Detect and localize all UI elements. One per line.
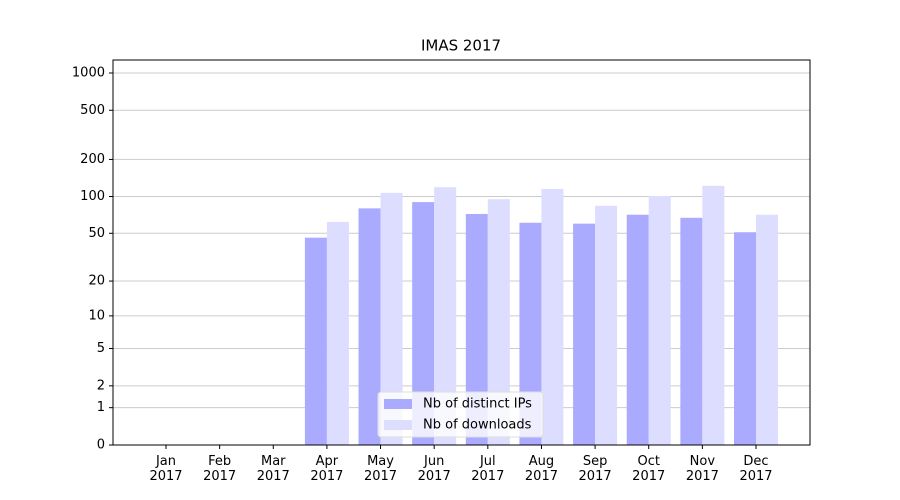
bar <box>541 189 564 445</box>
y-tick-label: 0 <box>97 438 105 453</box>
x-tick-label: Mar 2017 <box>256 454 290 484</box>
y-tick-label: 2 <box>97 378 105 393</box>
bar <box>380 192 403 445</box>
bar <box>680 217 703 445</box>
y-tick-label: 50 <box>88 226 105 241</box>
bar <box>412 202 435 445</box>
bar <box>358 208 381 445</box>
bar <box>702 185 725 445</box>
y-tick-label: 10 <box>88 308 105 323</box>
y-tick-label: 5 <box>97 341 105 356</box>
plot-frame <box>112 59 811 446</box>
legend-swatch <box>384 399 412 409</box>
y-tick-label: 200 <box>80 152 105 167</box>
bar <box>487 199 510 445</box>
bar <box>573 223 596 445</box>
x-tick-label: Aug 2017 <box>524 454 558 484</box>
x-tick-label: Sep 2017 <box>578 454 612 484</box>
y-tick-label: 20 <box>88 274 105 289</box>
x-tick-label: Nov 2017 <box>685 454 719 484</box>
bar <box>626 214 649 445</box>
bar <box>648 195 671 445</box>
x-tick-label: Apr 2017 <box>310 454 344 484</box>
x-tick-label: Jul 2017 <box>471 454 505 484</box>
legend-box <box>377 391 544 438</box>
bar <box>756 214 778 445</box>
x-tick-label: May 2017 <box>363 454 398 484</box>
legend: Nb of distinct IPs Nb of downloads <box>377 391 544 438</box>
legend-label: Nb of distinct IPs <box>423 397 532 412</box>
x-tick-label: Dec 2017 <box>739 454 773 484</box>
x-tick-label: Jan 2017 <box>149 454 183 484</box>
bar <box>434 187 457 445</box>
y-tick-label: 500 <box>80 103 105 118</box>
bar <box>326 221 349 445</box>
x-tick-label: Feb 2017 <box>203 454 237 484</box>
x-tick-label: Jun 2017 <box>417 454 451 484</box>
x-tick-label: Oct 2017 <box>632 454 666 484</box>
grid <box>113 72 810 446</box>
y-tick-label: 1 <box>97 400 105 415</box>
chart-title: IMAS 2017 <box>421 37 501 55</box>
y-tick-label: 100 <box>80 189 105 204</box>
legend-label: Nb of downloads <box>423 418 532 433</box>
legend-swatch <box>384 420 412 430</box>
bar <box>519 222 542 445</box>
bar <box>734 232 756 445</box>
y-tick-label: 1000 <box>72 65 105 80</box>
bar <box>304 237 327 445</box>
bar <box>595 205 618 445</box>
bar <box>465 213 488 445</box>
